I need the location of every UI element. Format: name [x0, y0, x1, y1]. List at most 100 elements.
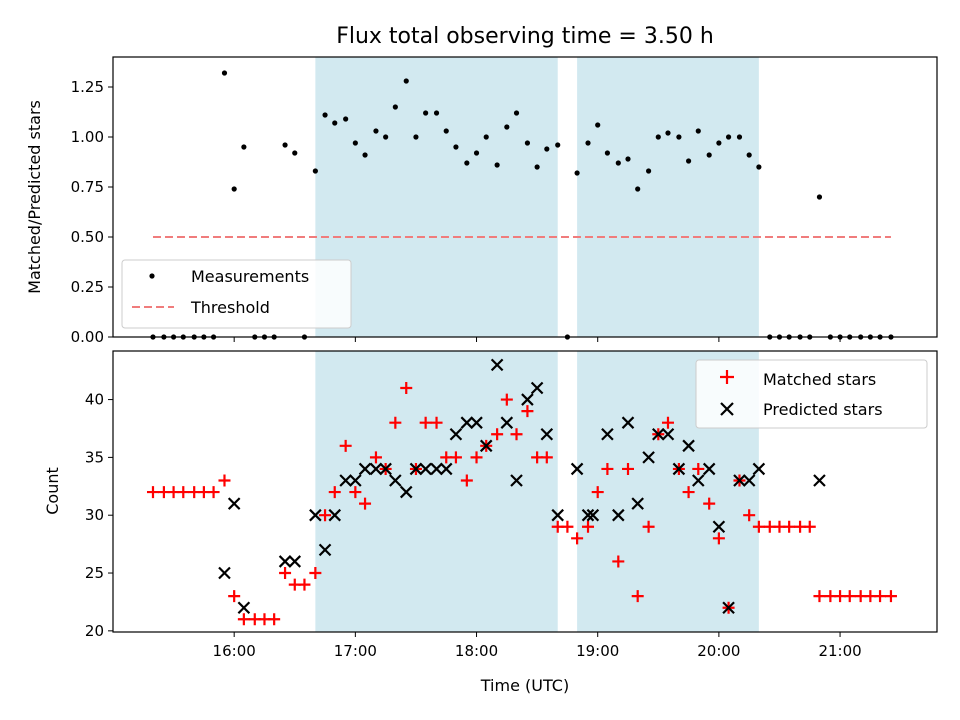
- predicted-star-point: [339, 474, 352, 487]
- y-tick-label: 0.00: [71, 328, 104, 346]
- predicted-star-point: [586, 508, 600, 522]
- measurement-point: [746, 152, 752, 158]
- measurement-point: [615, 160, 621, 166]
- measurement-point: [322, 112, 328, 118]
- measurement-point: [665, 130, 671, 136]
- predicted-star-point: [612, 508, 625, 522]
- predicted-star-point: [278, 555, 292, 568]
- bottom-axes-frame: [112, 350, 938, 633]
- matched-star-point: [803, 520, 816, 533]
- measurement-point: [221, 70, 228, 76]
- matched-star-point: [783, 520, 796, 533]
- matched-star-point: [146, 486, 159, 499]
- measurement-point: [494, 162, 500, 168]
- measurement-point: [513, 110, 520, 116]
- matched-star-point: [419, 416, 432, 429]
- predicted-star-point: [631, 497, 644, 510]
- predicted-star-point: [379, 462, 392, 476]
- matched-star-point: [400, 382, 413, 395]
- x-tick-label: 20:00: [697, 642, 740, 660]
- predicted-star-point: [470, 416, 483, 429]
- matched-star-point: [703, 497, 716, 510]
- matched-star-point: [309, 567, 322, 580]
- predicted-star-point: [621, 416, 635, 429]
- y-tick-label: 20: [85, 622, 104, 640]
- predicted-star-point: [813, 474, 826, 487]
- bottom-y-axis-label: Count: [43, 467, 62, 515]
- matched-star-point: [510, 428, 523, 441]
- measurement-point: [282, 142, 288, 148]
- measurement-point: [312, 168, 318, 174]
- predicted-star-point: [227, 497, 241, 510]
- matched-star-point: [843, 590, 856, 603]
- measurement-point: [544, 146, 550, 152]
- matched-star-point: [470, 451, 483, 464]
- matched-star-point: [571, 532, 584, 545]
- matched-star-point: [631, 590, 644, 603]
- measurement-point: [604, 150, 611, 156]
- measurement-point: [595, 122, 601, 128]
- matched-star-point: [601, 462, 614, 475]
- matched-star-point: [752, 520, 765, 533]
- shaded-interval-2: [577, 57, 759, 337]
- legend-threshold-label: Threshold: [190, 298, 270, 317]
- measurement-point: [383, 134, 389, 140]
- measurement-point: [646, 168, 652, 174]
- measurement-point: [231, 186, 237, 192]
- matched-star-point: [500, 393, 513, 406]
- matched-star-point: [884, 590, 897, 603]
- measurement-point: [725, 134, 732, 140]
- measurement-point: [423, 110, 429, 116]
- predicted-star-point: [369, 462, 383, 476]
- x-axis-label: Time (UTC): [480, 676, 569, 695]
- top-legend-box: [121, 259, 352, 329]
- predicted-star-point: [318, 543, 332, 557]
- matched-star-point: [298, 578, 311, 591]
- top-y-axis-label: Matched/Predicted stars: [25, 100, 44, 294]
- predicted-star-point: [742, 474, 756, 487]
- matched-star-point: [561, 520, 574, 533]
- matched-star-point: [591, 486, 604, 499]
- matched-star-point: [540, 451, 553, 464]
- measurement-point: [655, 134, 661, 140]
- matched-star-point: [874, 590, 887, 603]
- measurement-point: [676, 134, 682, 140]
- matched-star-point: [813, 590, 826, 603]
- matched-star-point: [622, 462, 634, 475]
- bottom-legend-box: [695, 359, 928, 429]
- matched-star-point: [207, 486, 220, 499]
- y-tick-label: 30: [85, 506, 104, 524]
- predicted-star-point: [358, 462, 372, 476]
- bottom-x-ticks: 16:00 17:00 18:00 19:00 20:00 21:00: [213, 632, 862, 660]
- bottom-legend: Matched stars Predicted stars: [695, 359, 928, 429]
- legend-measurements-marker: [149, 273, 155, 279]
- y-tick-label: 25: [85, 564, 104, 582]
- matched-star-point: [359, 497, 372, 510]
- y-tick-label: 0.75: [71, 178, 104, 196]
- predicted-star-point: [521, 393, 534, 406]
- measurement-point: [816, 194, 823, 200]
- matched-star-point: [268, 613, 281, 626]
- predicted-star-point: [328, 508, 342, 522]
- measurement-point: [706, 152, 712, 158]
- matched-star-point: [369, 451, 382, 464]
- matched-star-point: [460, 474, 473, 487]
- top-legend: Measurements Threshold: [121, 259, 352, 329]
- y-tick-label: 0.25: [71, 278, 104, 296]
- predicted-star-point: [682, 439, 695, 453]
- predicted-star-point: [449, 427, 463, 441]
- x-tick-label: 21:00: [818, 642, 861, 660]
- predicted-star-point: [601, 427, 614, 441]
- predicted-star-point: [510, 474, 523, 487]
- predicted-star-point: [409, 462, 423, 476]
- legend-matched-marker: [720, 370, 734, 384]
- x-tick-label: 19:00: [576, 642, 619, 660]
- top-shaded-regions: [315, 57, 759, 337]
- predicted-star-point: [309, 508, 322, 522]
- measurement-point: [555, 142, 561, 148]
- matched-star-point: [661, 416, 674, 429]
- predicted-star-point: [642, 451, 655, 464]
- y-tick-label: 0.50: [71, 228, 104, 246]
- measurement-point: [524, 140, 531, 146]
- matched-star-point: [228, 590, 241, 603]
